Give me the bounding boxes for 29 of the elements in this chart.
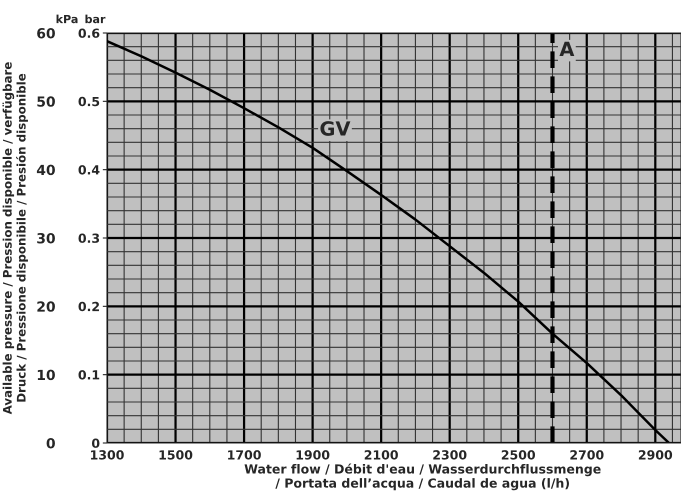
text: bar [85,14,106,24]
x-tick-label: 2900 [638,450,672,460]
x-axis-title: Water flow / Débit d'eau / Wasserdurchflussmenge / Portata dell’acqua / Caudal de agua (l/h) [244,464,601,490]
y-tick-label: 0.2 [78,302,99,312]
y2-tick-label: 10 [38,370,55,380]
x-tick-label: 1500 [160,450,192,460]
y2-tick-label: 50 [37,96,55,107]
x-tick-label: 1900 [296,450,330,460]
y-tick-label: 0.1 [78,370,100,380]
y2-axis-title: Available pressure / Pression disponible / verfügbare Druck / Pressione disponibile / Presión disponible [2,62,28,414]
series-label: GV [320,121,350,136]
y-tick-label: 0.3 [78,233,100,243]
text: kPa [56,14,78,24]
y-tick-label: 0.4 [78,165,100,175]
y2-tick-label: 0 [46,438,55,448]
x-tick-label: 1700 [228,450,261,460]
y-tick-label: 0 [92,438,100,448]
x-tick-label: 2700 [570,450,604,460]
y-tick-label: 0.6 [78,28,100,38]
y2-tick-label: 20 [37,301,55,312]
x-tick-label: 2500 [502,450,536,460]
y2-tick-label: 30 [37,232,55,244]
y2-tick-label: 60 [37,28,55,38]
y2-tick-label: 40 [36,164,55,176]
x-tick-label: 2100 [364,450,398,460]
x-tick-label: 1300 [91,450,124,460]
y-tick-label: 0.5 [78,96,100,106]
x-tick-label: 2300 [433,450,466,460]
ref-line-label: A [559,42,574,56]
